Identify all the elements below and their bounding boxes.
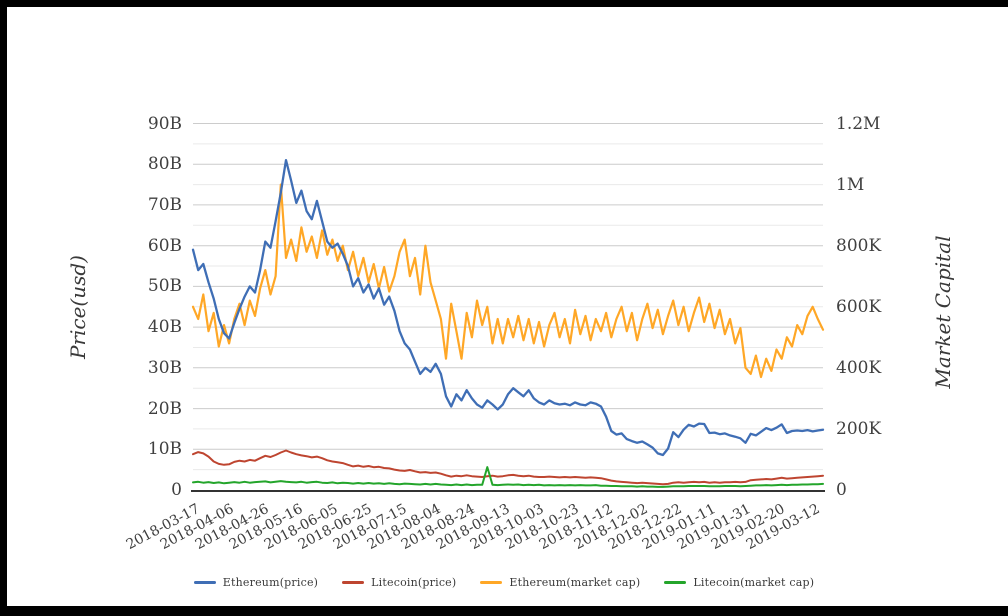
legend-label-ethereum-price: Ethereum(price): [222, 576, 319, 589]
left-axis-title: Price(usd): [66, 255, 90, 360]
y-left-tick-label: 20B: [147, 398, 182, 419]
legend-item-litecoin-price[interactable]: Litecoin(price): [342, 576, 456, 589]
frame-border-bottom: [0, 606, 1008, 616]
y-left-tick-label: 10B: [147, 439, 182, 460]
legend-label-litecoin-price: Litecoin(price): [371, 576, 457, 589]
legend-label-ethereum-market-cap: Ethereum(market cap): [509, 576, 641, 589]
y-right-tick-label: 400K: [836, 357, 882, 378]
y-right-tick-label: 800K: [836, 235, 882, 256]
legend: Ethereum(price) Litecoin(price) Ethereum…: [0, 576, 1008, 589]
right-axis-title: Market Capital: [931, 235, 955, 389]
legend-item-litecoin-market-cap[interactable]: Litecoin(market cap): [664, 576, 814, 589]
legend-item-ethereum-price[interactable]: Ethereum(price): [193, 576, 319, 589]
y-right-tick-label: 1.2M: [836, 113, 881, 134]
y-left-tick-label: 50B: [147, 276, 182, 297]
y-left-tick-label: 90B: [147, 113, 182, 134]
y-left-tick-label: 80B: [147, 154, 182, 175]
y-left-tick-label: 60B: [147, 235, 182, 256]
legend-marker-litecoin-price: [342, 581, 365, 584]
series-line-ethereum-price: [191, 158, 825, 457]
legend-marker-ethereum-price: [193, 581, 216, 584]
y-right-tick-label: 200K: [836, 418, 882, 439]
frame-border-top: [0, 0, 1008, 7]
y-right-tick-label: 600K: [836, 296, 882, 317]
y-left-tick-label: 40B: [147, 317, 182, 338]
legend-marker-litecoin-market-cap: [664, 581, 687, 584]
series-line-litecoin-market-cap: [192, 466, 824, 488]
y-left-tick-label: 70B: [147, 194, 182, 215]
y-left-tick-label: 30B: [147, 357, 182, 378]
y-right-tick-label: 0: [836, 480, 847, 500]
legend-label-litecoin-market-cap: Litecoin(market cap): [693, 576, 815, 589]
legend-item-ethereum-market-cap[interactable]: Ethereum(market cap): [480, 576, 640, 589]
series-line-ethereum-market-cap: [191, 183, 825, 379]
series-line-litecoin-price: [192, 449, 824, 486]
legend-marker-ethereum-market-cap: [480, 581, 503, 584]
y-left-tick-label: 0: [171, 480, 182, 500]
frame-border-left: [0, 0, 7, 616]
y-right-tick-label: 1M: [836, 174, 865, 195]
